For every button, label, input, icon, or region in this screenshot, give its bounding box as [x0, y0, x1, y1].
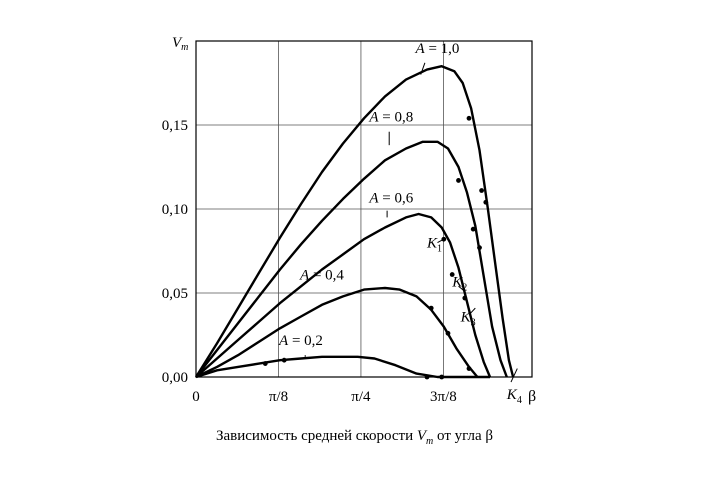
caption-pre: Зависимость средней скорости: [215, 428, 417, 444]
series-point: [477, 245, 482, 251]
annotation-label-sub: 1: [437, 244, 442, 255]
annotation-label: K4: [506, 387, 522, 406]
series-label: A = 0,6: [368, 190, 413, 206]
annotation-label-sub: 4: [517, 395, 522, 406]
annotation-leader: [458, 285, 466, 292]
series-label-var: A: [278, 333, 289, 349]
caption-sub: m: [426, 436, 434, 447]
y-tick-labels: 0,00 0,05 0,10 0,15: [162, 118, 188, 386]
series-label: A = 0,8: [368, 110, 413, 126]
series-label-value: = 0,4: [309, 268, 344, 284]
annotation-label-main: K: [451, 274, 463, 290]
annotation-label: K2: [451, 274, 467, 293]
series-point: [262, 361, 268, 366]
figure-caption: Зависимость средней скорости Vm от угла …: [0, 428, 709, 447]
caption-post: от угла β: [433, 428, 494, 444]
annotation-label: K1: [426, 236, 442, 255]
annotation-k4: K4: [506, 368, 522, 406]
series-point: [449, 272, 455, 277]
series-leader: [420, 62, 426, 75]
series-point: [281, 357, 287, 363]
y-tick-label: 0,05: [162, 286, 188, 302]
annotation-label-main: K: [506, 387, 518, 403]
x-tick-labels: 0 π/8 π/4 3π/8: [192, 389, 457, 405]
y-axis-label-main: V: [172, 35, 183, 51]
chart-svg: 0,00 0,05 0,10 0,15 0 π/8 π/4 3π/8 Vm β A = 1,…: [162, 35, 536, 406]
x-tick-label: π/4: [351, 389, 371, 405]
series-label-value: = 1,0: [425, 41, 460, 57]
series-label-value: = 0,2: [288, 333, 323, 349]
series-point: [483, 199, 489, 205]
x-tick-label: π/8: [269, 389, 288, 405]
annotation-k3: K3: [460, 307, 476, 329]
series-0: A = 1,0: [194, 41, 515, 378]
annotation-label: K3: [460, 310, 476, 329]
y-tick-label: 0,15: [162, 118, 188, 134]
x-tick-label: 3π/8: [430, 389, 457, 405]
series-group: A = 1,0A = 0,8A = 0,6A = 0,4A = 0,2: [194, 41, 515, 380]
series-label-var: A: [368, 190, 379, 206]
y-tick-label: 0,00: [162, 370, 188, 386]
series-line: [195, 140, 508, 378]
series-label: A = 1,0: [415, 41, 460, 57]
annotation-label-sub: 2: [462, 282, 467, 293]
series-point: [428, 305, 434, 311]
series-line: [194, 65, 515, 378]
series-label-value: = 0,6: [379, 190, 414, 206]
series-point: [470, 226, 476, 232]
series-point: [439, 374, 445, 380]
series-point: [456, 178, 461, 183]
series-point: [445, 330, 451, 336]
series-point: [424, 374, 430, 380]
caption-var: V: [416, 428, 427, 444]
series-label-var: A: [368, 110, 379, 126]
series-point: [466, 366, 472, 371]
series-label: A = 0,2: [278, 333, 323, 349]
annotation-leader: [468, 307, 476, 316]
annotation-k2: K2: [451, 274, 467, 293]
y-tick-label: 0,10: [162, 202, 188, 218]
annotation-label-sub: 3: [471, 318, 476, 329]
series-label-var: A: [299, 268, 310, 284]
series-point: [466, 115, 472, 121]
y-axis-label: Vm: [172, 35, 188, 53]
chart-grid: [196, 41, 532, 377]
annotation-label-main: K: [460, 310, 472, 326]
series-label-var: A: [415, 41, 426, 57]
x-axis-label: β: [528, 388, 536, 405]
series-3: A = 0,4: [195, 268, 479, 379]
series-2: A = 0,6: [195, 190, 492, 378]
y-axis-label-sub: m: [181, 42, 188, 53]
annotation-leader: [510, 368, 518, 383]
annotation-label-main: K: [426, 236, 438, 252]
series-point: [479, 188, 484, 193]
series-1: A = 0,8: [195, 110, 508, 378]
series-4: A = 0,2: [195, 333, 490, 380]
annotation-k1: K1: [426, 236, 445, 255]
series-point: [462, 295, 468, 301]
x-tick-label: 0: [192, 389, 200, 405]
series-label: A = 0,4: [299, 268, 344, 284]
series-label-value: = 0,8: [379, 110, 414, 126]
annotation-leader: [437, 238, 445, 244]
series-line: [195, 286, 479, 379]
series-line: [195, 355, 490, 379]
plot-frame: [195, 40, 533, 378]
